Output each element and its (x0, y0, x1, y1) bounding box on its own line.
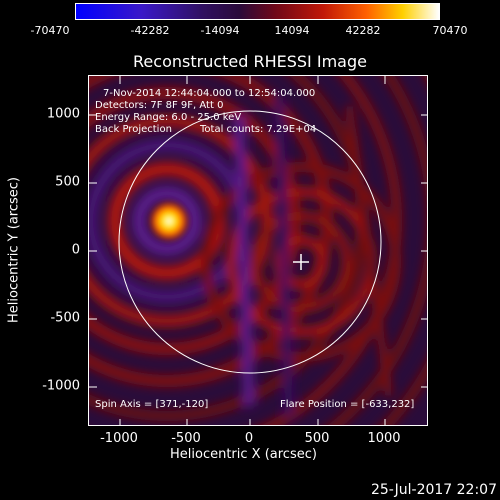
x-tick-label: -1000 (100, 431, 138, 446)
solar-limb (118, 110, 382, 374)
colorbar-tick: -42282 (130, 24, 170, 37)
colorbar-tick: 70470 (432, 24, 468, 37)
fringe-pattern (89, 76, 427, 425)
colorbar (75, 3, 440, 20)
y-tick-label: -1000 (42, 378, 80, 394)
colorbar-tick: -14094 (200, 24, 240, 37)
plot-title: Reconstructed RHESSI Image (133, 52, 367, 71)
spin-axis-text: Spin Axis = [371,-120] (95, 399, 209, 410)
generation-timestamp: 25-Jul-2017 22:07 (370, 482, 497, 498)
energy-range-text: Energy Range: 6.0 - 25.0 keV (95, 112, 242, 123)
y-axis-title: Heliocentric Y (arcsec) (6, 177, 22, 323)
colorbar-tick: 42282 (345, 24, 381, 37)
x-tick-label: 0 (244, 431, 254, 446)
axis-ticks (89, 76, 427, 425)
rhessi-image (88, 75, 428, 426)
y-tick-label: 500 (55, 174, 80, 190)
method-text: Back Projection (95, 124, 172, 135)
x-tick-label: -500 (171, 431, 201, 446)
spin-axis-marker (293, 254, 309, 270)
x-tick-label: 1000 (367, 431, 401, 446)
y-tick-label: 0 (71, 242, 80, 258)
y-tick-label: 1000 (46, 106, 80, 122)
colorbar-tick: 14094 (274, 24, 310, 37)
x-tick-label: 500 (304, 431, 330, 446)
detectors-text: Detectors: 7F 8F 9F, Att 0 (95, 100, 224, 111)
colorbar-tick: -70470 (30, 24, 70, 37)
flare-position-text: Flare Position = [-633,232] (280, 399, 415, 410)
flare-source (147, 199, 191, 243)
rhessi-image-canvas (89, 76, 427, 425)
time-range-text: 7-Nov-2014 12:44:04.000 to 12:54:04.000 (103, 88, 316, 99)
y-tick-label: -500 (50, 310, 80, 326)
x-axis-title: Heliocentric X (arcsec) (170, 447, 317, 462)
total-counts-text: Total counts: 7.29E+04 (200, 124, 317, 135)
